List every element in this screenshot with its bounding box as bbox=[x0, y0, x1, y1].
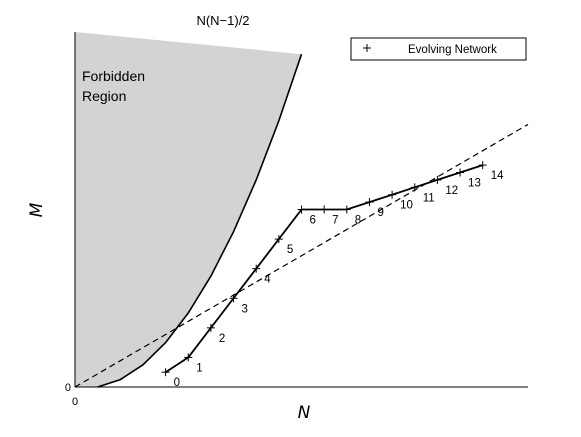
point-label-13: 13 bbox=[468, 178, 481, 190]
point-label-5: 5 bbox=[287, 244, 293, 256]
point-label-12: 12 bbox=[445, 185, 458, 197]
forbidden-region bbox=[75, 32, 302, 387]
dashed-line bbox=[74, 123, 529, 388]
point-label-7: 7 bbox=[332, 215, 338, 227]
point-label-2: 2 bbox=[219, 333, 225, 345]
legend-label: Evolving Network bbox=[408, 44, 497, 56]
data-point-6 bbox=[297, 205, 306, 214]
data-point-13 bbox=[456, 168, 465, 177]
data-point-8 bbox=[342, 205, 351, 214]
point-label-0: 0 bbox=[174, 377, 180, 389]
data-point-2 bbox=[206, 323, 215, 332]
data-point-4 bbox=[252, 264, 261, 273]
forbidden-region-label-line2: Region bbox=[82, 88, 126, 104]
data-point-5 bbox=[274, 235, 283, 244]
y-axis-label: M bbox=[27, 202, 47, 217]
point-label-3: 3 bbox=[242, 303, 248, 315]
point-label-9: 9 bbox=[377, 207, 383, 219]
curve-label: N(N−1)/2 bbox=[196, 13, 249, 28]
y-tick-label-0: 0 bbox=[65, 382, 71, 394]
point-label-11: 11 bbox=[423, 192, 435, 204]
data-point-3 bbox=[229, 294, 238, 303]
boundary-curve bbox=[97, 53, 303, 388]
data-point-1 bbox=[184, 353, 193, 362]
point-label-10: 10 bbox=[400, 200, 413, 212]
legend: Evolving Network bbox=[350, 37, 527, 61]
point-label-8: 8 bbox=[355, 215, 361, 227]
x-tick-label-0: 0 bbox=[72, 396, 78, 408]
point-label-14: 14 bbox=[491, 170, 504, 182]
x-axis-label: N bbox=[298, 403, 311, 423]
legend-box bbox=[350, 37, 527, 61]
data-point-10 bbox=[388, 190, 397, 199]
point-label-6: 6 bbox=[310, 215, 316, 227]
data-point-9 bbox=[365, 198, 374, 207]
legend-marker bbox=[363, 44, 371, 52]
data-point-14 bbox=[478, 161, 487, 170]
point-label-4: 4 bbox=[264, 274, 271, 286]
forbidden-region-label-line1: Forbidden bbox=[82, 68, 145, 84]
data-point-0 bbox=[161, 368, 170, 377]
data-point-11 bbox=[410, 183, 419, 192]
point-label-1: 1 bbox=[196, 362, 202, 374]
data-point-12 bbox=[433, 175, 442, 184]
data-point-7 bbox=[320, 205, 329, 214]
